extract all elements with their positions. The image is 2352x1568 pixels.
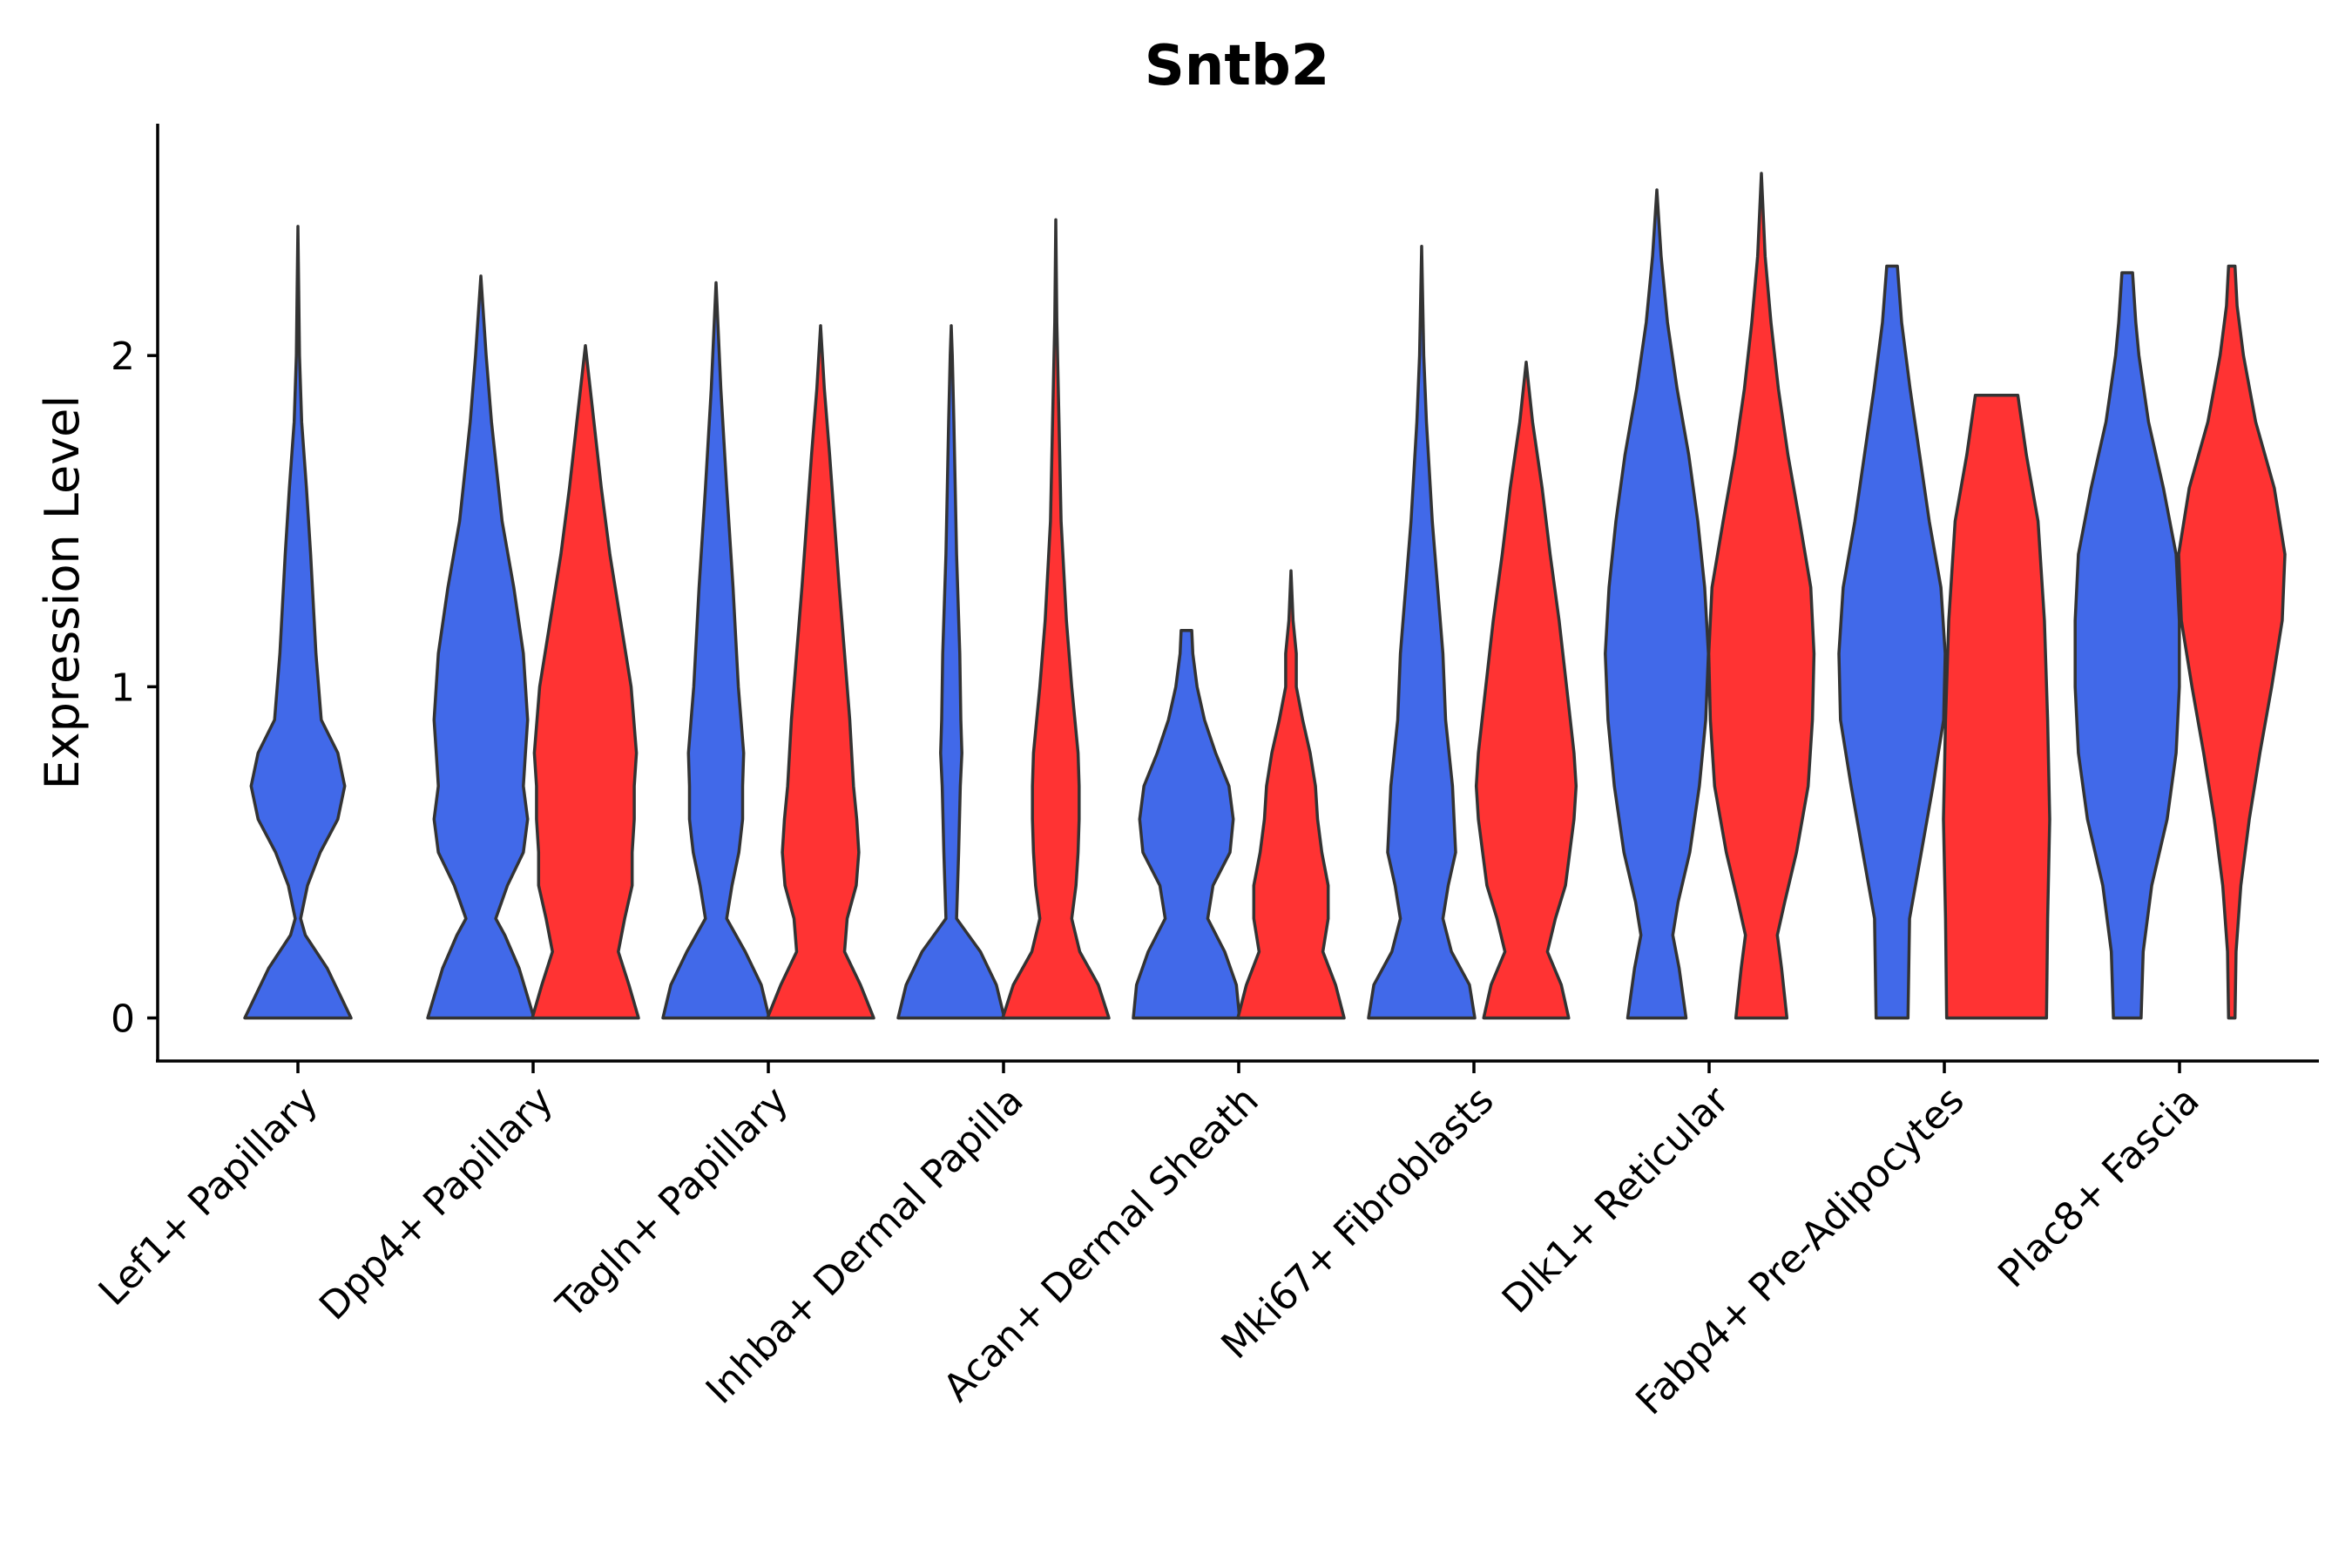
violin-fabp4-pre-adipocytes-group-1 [1837, 264, 1947, 1020]
y-tick-label: 2 [111, 335, 135, 379]
violin-dlk1-reticular-group-2 [1707, 172, 1816, 1020]
y-tick-label: 0 [111, 997, 135, 1042]
violin-lef1-papillary-group-1 [243, 225, 353, 1020]
violin-acan-dermal-sheath-group-2 [1236, 569, 1346, 1020]
y-axis-ticks: 0 1 2 [111, 335, 158, 1042]
violin-tagln-papillary-group-2 [766, 324, 875, 1020]
violin-plac8-fascia-group-1 [2073, 271, 2181, 1020]
violin-plac8-fascia-group-2 [2177, 264, 2287, 1020]
violin-mki67-fibroblasts-group-1 [1367, 244, 1477, 1020]
x-tick-label: Plac8+ Fascia [1990, 1078, 2208, 1297]
y-axis-label: Expression Level [35, 395, 90, 790]
violin-fabp4-pre-adipocytes-group-2 [1942, 394, 2051, 1020]
violin-inhba-dermal-papilla-group-2 [1001, 218, 1111, 1020]
x-tick-label: Lef1+ Papillary [91, 1078, 327, 1315]
x-tick-label: Mki67+ Fibroblasts [1213, 1078, 1502, 1368]
violin-dpp4-papillary-group-1 [426, 274, 536, 1020]
violin-acan-dermal-sheath-group-1 [1132, 628, 1241, 1020]
x-tick-label: Tagln+ Papillary [548, 1078, 797, 1328]
chart-title: Sntb2 [1145, 34, 1330, 98]
y-tick-label: 1 [111, 666, 135, 710]
violins-layer [243, 172, 2287, 1020]
violin-inhba-dermal-papilla-group-1 [896, 324, 1006, 1020]
violin-mki67-fibroblasts-group-2 [1474, 361, 1578, 1020]
x-tick-label: Dlk1+ Reticular [1494, 1078, 1739, 1322]
violin-dlk1-reticular-group-1 [1604, 188, 1710, 1020]
x-tick-label: Dpp4+ Papillary [311, 1078, 562, 1329]
violin-dpp4-papillary-group-2 [531, 343, 640, 1020]
violin-tagln-papillary-group-1 [661, 280, 771, 1020]
